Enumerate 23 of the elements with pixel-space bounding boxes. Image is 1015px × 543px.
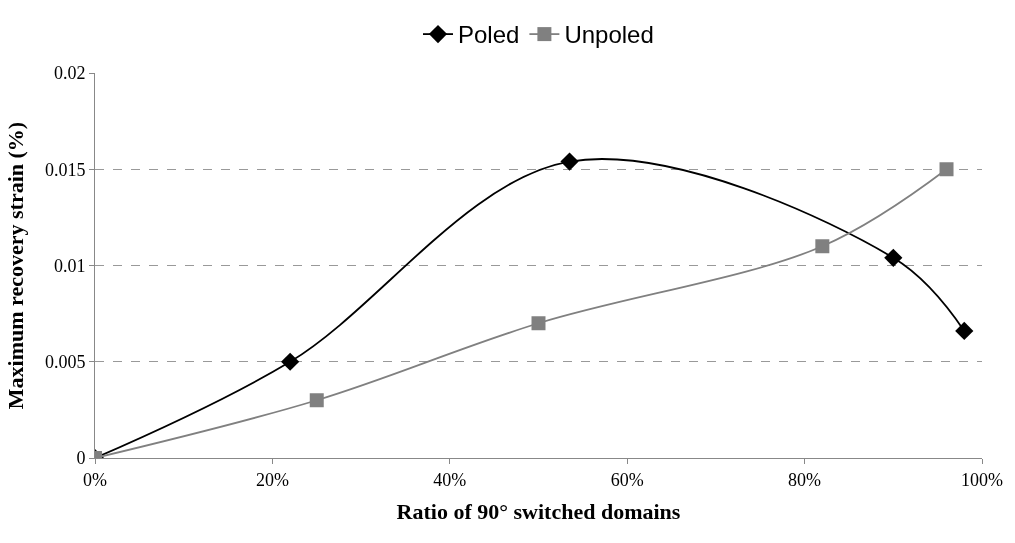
x-axis-title: Ratio of 90° switched domains — [396, 499, 681, 525]
point — [955, 321, 974, 341]
legend-label: Unpoled — [564, 21, 654, 49]
point — [939, 162, 954, 177]
x-tick-label: 40% — [433, 469, 467, 490]
x-tick-label: 80% — [788, 469, 822, 490]
point — [560, 152, 579, 171]
x-tick-label: 100% — [961, 469, 1003, 490]
point — [884, 248, 903, 267]
x-tick-label: 0% — [83, 469, 107, 490]
point — [815, 239, 830, 254]
point — [309, 393, 324, 408]
y-tick-label: 0 — [76, 448, 86, 469]
y-tick-label: 0.01 — [53, 255, 86, 276]
x-tick-label: 20% — [255, 469, 289, 490]
y-tick-label: 0.015 — [44, 159, 86, 180]
point — [281, 352, 300, 371]
legend-label: Poled — [458, 21, 520, 49]
y-tick-label: 0.02 — [53, 63, 86, 84]
x-tick-label: 60% — [610, 469, 644, 490]
y-tick-label: 0.005 — [44, 352, 86, 373]
point — [531, 316, 546, 331]
y-axis-title: Maximum recovery strain (%) — [2, 121, 28, 410]
